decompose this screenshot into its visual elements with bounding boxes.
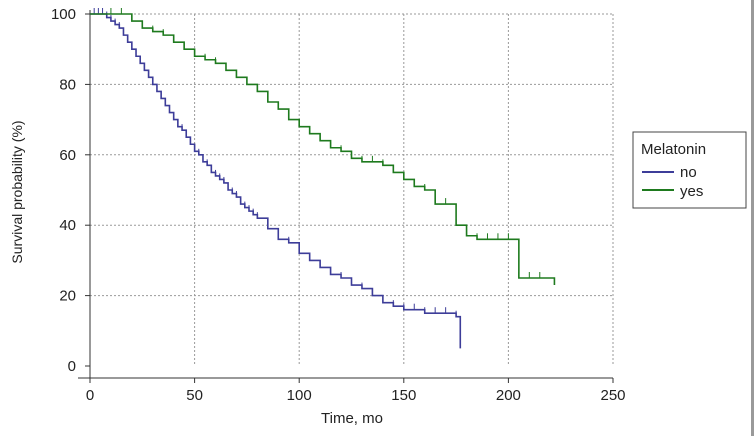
series-layer	[90, 8, 556, 349]
x-tick-label: 250	[600, 387, 625, 404]
y-tick-label: 0	[68, 358, 76, 375]
y-tick-label: 100	[51, 6, 76, 23]
series-line-yes	[90, 13, 556, 286]
x-tick-label: 0	[86, 387, 94, 404]
y-tick-label: 60	[59, 147, 76, 164]
y-tick-label: 20	[59, 288, 76, 305]
axis-layer	[78, 10, 614, 383]
x-tick-label: 200	[496, 387, 521, 404]
x-tick-label: 100	[287, 387, 312, 404]
legend-label-yes: yes	[680, 183, 703, 200]
legend-box	[632, 131, 747, 209]
tick-label-layer: 0 50 100 150 200 250 0 20 40 60 80 100	[51, 6, 626, 404]
legend-label-no: no	[680, 164, 697, 181]
grid-layer	[90, 13, 614, 366]
x-tick-label: 50	[186, 387, 203, 404]
y-tick-label: 40	[59, 217, 76, 234]
frame-edge-right	[751, 0, 754, 436]
y-axis-title: Survival probability (%)	[9, 120, 25, 263]
y-tick-label: 80	[59, 76, 76, 93]
legend-layer: Melatonin no yes	[632, 131, 747, 209]
x-axis-title: Time, mo	[321, 410, 383, 427]
legend-title: Melatonin	[641, 141, 706, 158]
x-tick-label: 150	[391, 387, 416, 404]
series-line-no	[90, 13, 462, 349]
